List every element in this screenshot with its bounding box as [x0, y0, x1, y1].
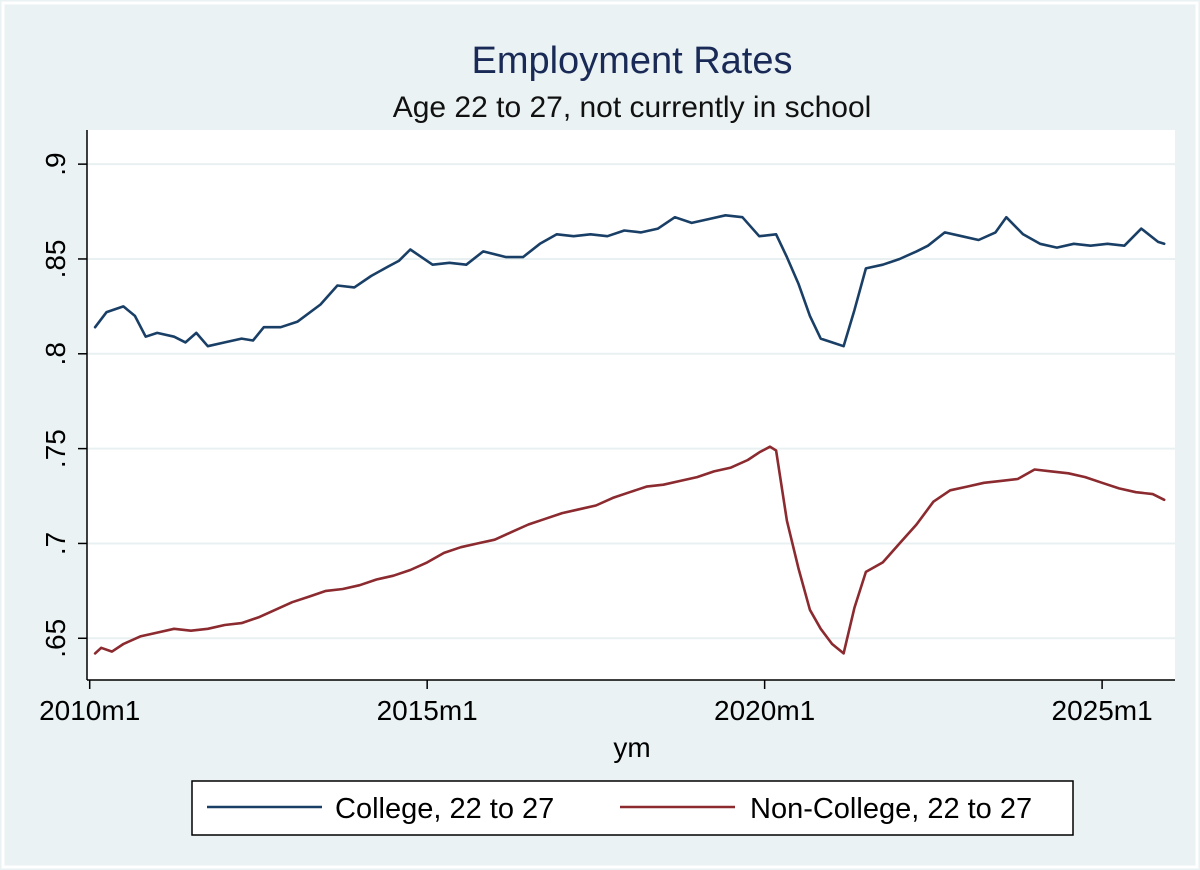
chart-title: Employment Rates — [471, 40, 792, 82]
y-tick-label: .7 — [40, 532, 71, 555]
y-axis-ticks: .65 .7 .75 .8 .85 .9 — [40, 152, 87, 658]
plot-region — [87, 130, 1175, 680]
series-line-non-college — [93, 445, 1166, 655]
x-axis-title: ym — [613, 732, 650, 763]
y-tick-label: .8 — [40, 342, 71, 365]
x-tick-label: 2025m1 — [1052, 695, 1153, 726]
series-lines — [93, 214, 1166, 655]
series-line-college — [93, 214, 1166, 348]
y-tick-label: .75 — [40, 429, 71, 468]
legend: College, 22 to 27 Non-College, 22 to 27 — [191, 780, 1074, 836]
x-axis-ticks: 2010m1 2015m1 2020m1 2025m1 — [39, 680, 1153, 726]
y-tick-label: .65 — [40, 619, 71, 658]
x-tick-label: 2015m1 — [377, 695, 478, 726]
x-tick-label: 2020m1 — [714, 695, 815, 726]
gridlines — [87, 163, 1175, 640]
legend-label-college: College, 22 to 27 — [335, 793, 554, 825]
y-tick-label: .85 — [40, 239, 71, 278]
x-tick-label: 2010m1 — [39, 695, 140, 726]
chart-subtitle: Age 22 to 27, not currently in school — [393, 91, 872, 124]
y-tick-label: .9 — [40, 152, 71, 175]
legend-label-non-college: Non-College, 22 to 27 — [750, 793, 1032, 825]
